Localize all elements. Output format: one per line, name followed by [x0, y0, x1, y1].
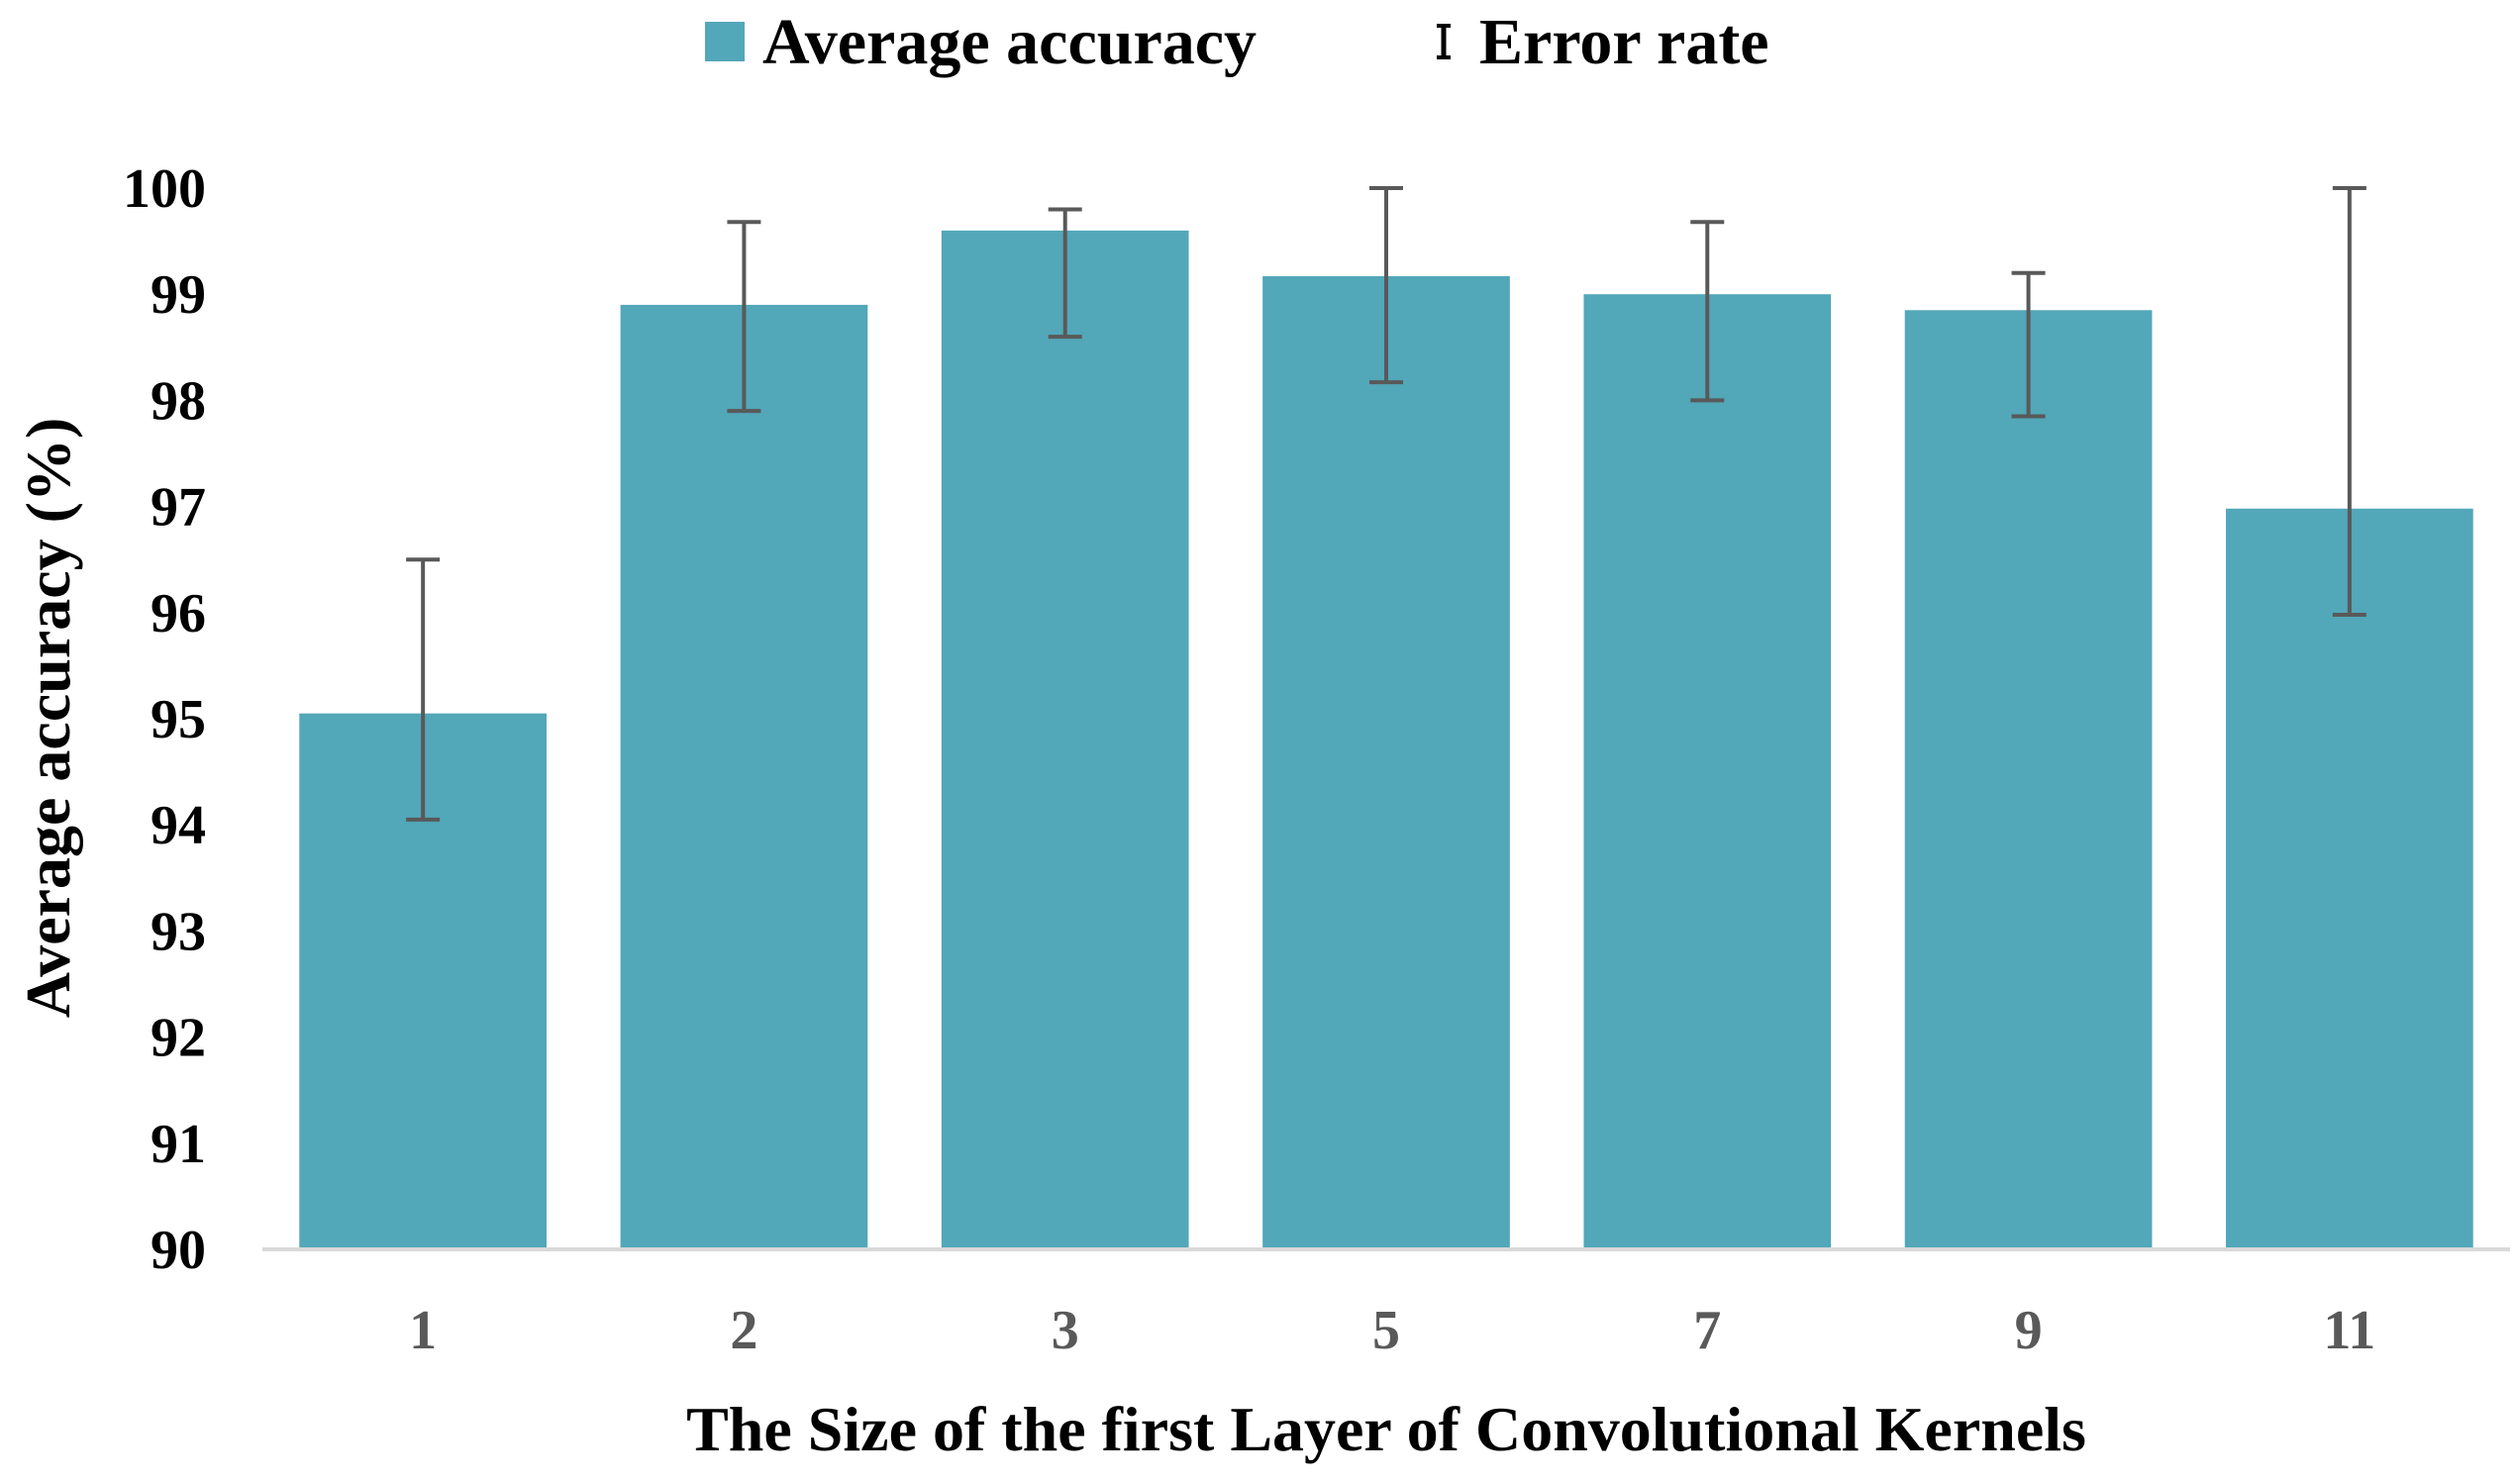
error-bar: [1369, 186, 1403, 385]
legend-label-error-rate: Error rate: [1479, 6, 1769, 78]
x-tick-label: 9: [2015, 1300, 2043, 1361]
bar: [941, 230, 1189, 1249]
y-tick-label: 97: [151, 477, 206, 539]
y-tick-label: 92: [151, 1008, 206, 1069]
bar: [1583, 294, 1832, 1249]
y-axis-ticks: 90 91 92 93 94 95 96 97 98 99 100: [123, 158, 206, 1281]
x-tick-label: 1: [409, 1300, 437, 1361]
y-tick-label: 95: [151, 689, 206, 750]
x-tick-label: 7: [1693, 1300, 1721, 1361]
x-tick-label: 3: [1052, 1300, 1079, 1361]
error-bar: [2332, 186, 2366, 617]
error-bar: [727, 220, 761, 414]
bar: [2226, 508, 2473, 1249]
y-tick-label: 91: [151, 1114, 206, 1175]
error-bar: [1048, 207, 1082, 340]
legend-swatch-average-accuracy: [705, 22, 745, 61]
y-tick-label: 96: [151, 583, 206, 644]
x-axis-ticks: 1 2 3 5 7 9 11: [409, 1300, 2375, 1361]
y-tick-label: 94: [151, 795, 206, 856]
legend: Average accuracy Error rate: [705, 6, 1769, 78]
error-bar: [2011, 270, 2046, 419]
x-axis-title: The Size of the first Layer of Convoluti…: [686, 1394, 2086, 1464]
y-tick-label: 99: [151, 264, 206, 326]
bar: [1262, 275, 1510, 1249]
x-tick-label: 11: [2323, 1300, 2375, 1361]
y-axis-title: Average accuracy (%): [13, 418, 83, 1019]
error-bar: [1690, 220, 1725, 403]
legend-label-average-accuracy: Average accuracy: [762, 6, 1257, 78]
y-tick-label: 100: [123, 158, 206, 220]
x-tick-label: 5: [1372, 1300, 1400, 1361]
bar: [1904, 310, 2153, 1249]
bars: [299, 230, 2473, 1249]
error-bars: [406, 186, 2366, 822]
legend-swatch-error-rate: [1437, 24, 1451, 59]
x-tick-label: 2: [730, 1300, 757, 1361]
y-tick-label: 93: [151, 901, 206, 962]
error-bar: [406, 557, 441, 822]
bar: [620, 304, 868, 1249]
y-tick-label: 98: [151, 370, 206, 432]
y-tick-label: 90: [151, 1220, 206, 1281]
